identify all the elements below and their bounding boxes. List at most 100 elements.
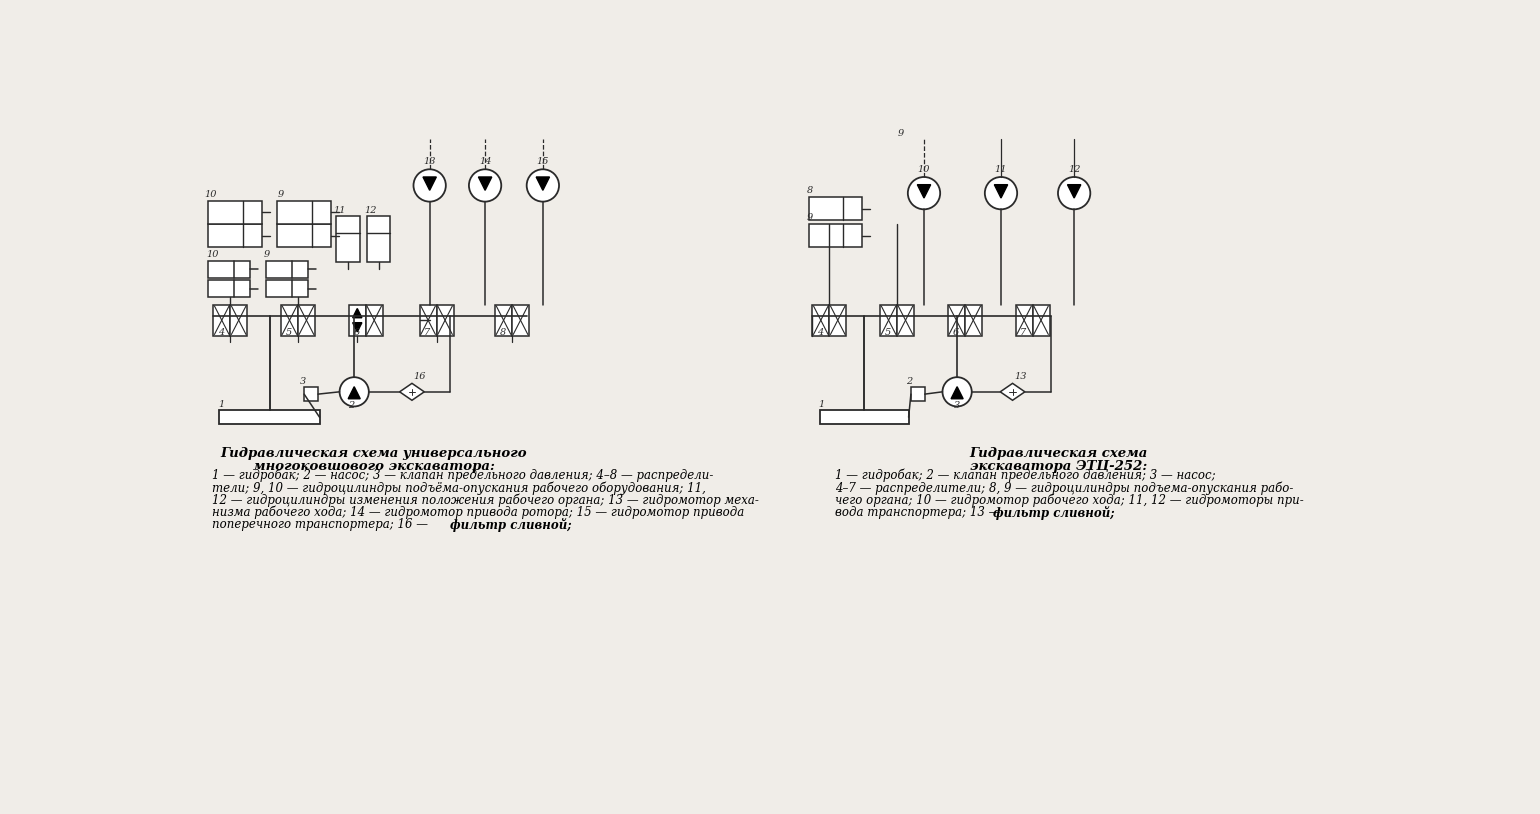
Bar — [808, 197, 862, 220]
Text: 12 — гидроцилиндры изменения положения рабочего органа; 13 — гидромотор меха-: 12 — гидроцилиндры изменения положения р… — [213, 493, 759, 507]
Bar — [813, 304, 830, 335]
Bar — [808, 224, 862, 247]
Polygon shape — [952, 387, 962, 399]
Text: 4: 4 — [816, 328, 824, 337]
Text: 10: 10 — [918, 165, 930, 174]
Bar — [830, 304, 847, 335]
Text: 7: 7 — [424, 328, 431, 337]
Text: 11: 11 — [333, 206, 346, 215]
Text: 1 — гидробак; 2 — насос; 3 — клапан предельного давления; 4–8 — распредели-: 1 — гидробак; 2 — насос; 3 — клапан пред… — [213, 469, 713, 483]
Bar — [1016, 304, 1032, 335]
Text: 4: 4 — [217, 328, 225, 337]
Text: чего органа; 10 — гидромотор рабочего хода; 11, 12 — гидромоторы при-: чего органа; 10 — гидромотор рабочего хо… — [835, 493, 1304, 507]
Bar — [949, 304, 964, 335]
Polygon shape — [424, 177, 436, 190]
Text: 3: 3 — [299, 378, 306, 387]
Text: 2: 2 — [906, 378, 913, 387]
Bar — [277, 201, 331, 224]
Text: 5: 5 — [884, 328, 892, 337]
Text: 9: 9 — [265, 251, 271, 260]
Polygon shape — [353, 309, 362, 317]
Circle shape — [468, 169, 502, 202]
Bar — [303, 387, 317, 401]
Polygon shape — [918, 185, 930, 198]
Bar — [367, 217, 391, 262]
Polygon shape — [995, 185, 1007, 198]
Polygon shape — [536, 177, 550, 190]
Polygon shape — [479, 177, 491, 190]
Polygon shape — [1001, 383, 1026, 400]
Bar — [208, 201, 262, 224]
Text: фильтр сливной;: фильтр сливной; — [993, 505, 1115, 520]
Bar — [964, 304, 983, 335]
Text: многоковшового экскаватора:: многоковшового экскаватора: — [253, 460, 494, 473]
Text: экскаватора ЭТЦ-252:: экскаватора ЭТЦ-252: — [970, 460, 1147, 473]
Text: 10: 10 — [203, 190, 217, 199]
Polygon shape — [400, 383, 424, 400]
Text: 8: 8 — [807, 186, 813, 195]
Circle shape — [942, 377, 972, 406]
Bar — [437, 304, 454, 335]
Circle shape — [909, 177, 939, 209]
Circle shape — [1058, 177, 1090, 209]
Text: 13: 13 — [424, 157, 436, 166]
Text: фильтр сливной;: фильтр сливной; — [450, 518, 571, 532]
Bar — [280, 304, 299, 335]
Bar — [208, 224, 262, 247]
Text: низма рабочего хода; 14 — гидромотор привода ротора; 15 — гидромотор привода: низма рабочего хода; 14 — гидромотор при… — [213, 505, 744, 519]
Bar — [821, 410, 909, 424]
Text: 9: 9 — [898, 129, 904, 138]
Bar — [265, 261, 308, 278]
Text: 1: 1 — [819, 400, 825, 409]
Circle shape — [413, 169, 447, 202]
Bar — [348, 304, 367, 335]
Text: 2: 2 — [348, 401, 354, 410]
Text: 10: 10 — [206, 251, 219, 260]
Bar — [208, 261, 249, 278]
Text: 4–7 — распределители; 8, 9 — гидроцилиндры подъема-опускания рабо-: 4–7 — распределители; 8, 9 — гидроцилинд… — [835, 481, 1294, 495]
Text: 15: 15 — [536, 157, 550, 166]
Text: 12: 12 — [1067, 165, 1081, 174]
Text: 6: 6 — [952, 328, 959, 337]
Text: 1 — гидробак; 2 — клапан предельного давления; 3 — насос;: 1 — гидробак; 2 — клапан предельного дав… — [835, 469, 1217, 483]
Text: 14: 14 — [479, 157, 491, 166]
Text: 6: 6 — [353, 328, 360, 337]
Circle shape — [986, 177, 1018, 209]
Bar — [896, 304, 915, 335]
Text: вода транспортера; 13 —: вода транспортера; 13 — — [835, 505, 1004, 519]
Text: 9: 9 — [277, 190, 283, 199]
Text: 13: 13 — [1013, 372, 1027, 381]
Text: 5: 5 — [285, 328, 293, 337]
Text: 11: 11 — [995, 165, 1007, 174]
Text: 7: 7 — [1019, 328, 1027, 337]
Bar — [219, 410, 320, 424]
Circle shape — [339, 377, 370, 406]
Text: 3: 3 — [953, 401, 961, 410]
Text: 12: 12 — [363, 206, 377, 215]
Bar — [912, 387, 924, 401]
Bar — [419, 304, 437, 335]
Bar — [277, 224, 331, 247]
Circle shape — [527, 169, 559, 202]
Text: 1: 1 — [219, 400, 225, 409]
Bar — [265, 280, 308, 297]
Bar — [511, 304, 530, 335]
Bar — [367, 304, 382, 335]
Text: 8: 8 — [499, 328, 507, 337]
Bar — [213, 304, 231, 335]
Polygon shape — [353, 322, 362, 332]
Polygon shape — [1067, 185, 1081, 198]
Text: тели; 9, 10 — гидроцилиндры подъёма-опускания рабочего оборудования; 11,: тели; 9, 10 — гидроцилиндры подъёма-опус… — [213, 481, 705, 495]
Bar — [336, 217, 360, 262]
Bar — [208, 280, 249, 297]
Bar — [231, 304, 246, 335]
Text: 9: 9 — [807, 213, 813, 222]
Text: Гидравлическая схема: Гидравлическая схема — [970, 447, 1147, 460]
Polygon shape — [348, 387, 360, 399]
Text: поперечного транспортера; 16 —: поперечного транспортера; 16 — — [213, 518, 431, 531]
Text: Гидравлическая схема универсального: Гидравлическая схема универсального — [220, 447, 527, 460]
Bar — [299, 304, 316, 335]
Bar — [1032, 304, 1050, 335]
Bar — [496, 304, 511, 335]
Text: 16: 16 — [413, 372, 427, 381]
